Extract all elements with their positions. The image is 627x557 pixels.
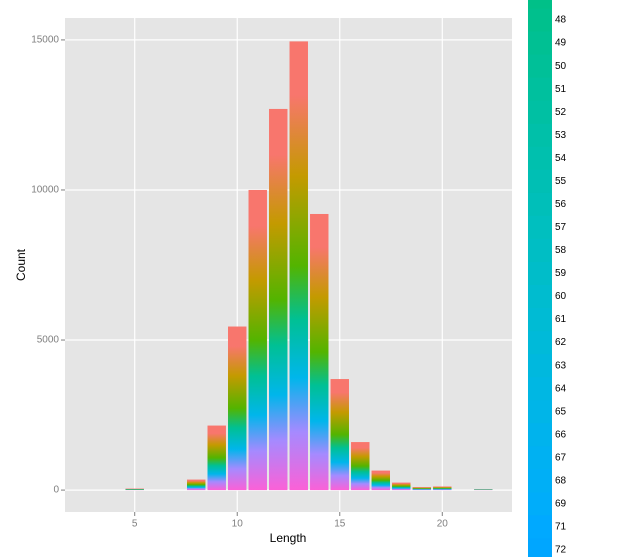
bar [125,488,144,491]
legend-label: 57 [555,222,567,233]
legend-key [528,0,552,10]
y-tick-label: 5000 [37,335,60,346]
legend-label: 54 [555,153,567,164]
legend-label: 63 [555,360,567,371]
legend-label: 65 [555,406,567,417]
x-tick-label: 10 [232,519,244,530]
legend-label: 52 [555,107,567,118]
legend-key [528,31,552,56]
bar [289,41,308,491]
x-axis-title: Length [270,531,307,545]
bar [371,470,390,491]
grid [65,18,512,512]
legend-key [528,354,552,378]
y-axis-title: Count [14,248,28,281]
legend-label: 61 [555,314,567,325]
legend-label: 49 [555,38,567,49]
legend-key [528,331,552,355]
plot-panel [65,18,512,512]
legend-label: 55 [555,176,567,187]
legend-key [528,377,552,401]
legend-key [528,400,552,424]
legend-label: 64 [555,383,567,394]
legend-key [528,77,552,102]
bar [351,442,370,491]
legend-key [528,123,552,148]
legend-label: 48 [555,15,567,26]
legend-label: 67 [555,452,567,463]
legend-key [528,492,552,516]
legend-key [528,192,552,217]
legend: 47 48 49 50 51 52 53 54 55 56 57 58 59 60 61 62 63 64 65 66… [528,0,567,557]
bar [330,379,349,491]
bar [310,213,329,491]
legend-key [528,308,552,332]
bar [269,108,288,491]
bar [207,425,226,491]
legend-key [528,261,552,286]
bar [474,489,493,491]
legend-label: 51 [555,84,567,95]
axes: 0 5000 10000 15000 5 10 15 20 [31,35,448,530]
legend-label: 47 [555,0,567,3]
legend-key [528,423,552,447]
legend-label: 59 [555,268,567,279]
x-tick-label: 15 [334,519,346,530]
legend-key [528,169,552,194]
bar [392,482,411,491]
legend-label: 72 [555,545,567,556]
bar [412,487,432,491]
bar [228,326,247,491]
y-tick-label: 15000 [31,35,59,46]
legend-key [528,515,552,539]
legend-key [528,469,552,493]
legend-label: 53 [555,130,567,141]
legend-key [528,215,552,240]
legend-key [528,100,552,125]
legend-key [528,238,552,263]
legend-key [528,146,552,171]
y-tick-label: 10000 [31,185,59,196]
x-tick-label: 5 [132,519,138,530]
legend-label: 68 [555,475,567,486]
legend-label: 50 [555,61,567,72]
bars [125,41,493,491]
bar [433,486,452,491]
legend-label: 69 [555,499,567,510]
bar [187,479,206,491]
legend-label: 62 [555,337,567,348]
legend-label: 56 [555,199,567,210]
x-tick-label: 20 [437,519,449,530]
legend-label: 58 [555,245,567,256]
legend-label: 60 [555,291,567,302]
legend-key [528,285,552,309]
legend-key [528,538,552,557]
legend-key [528,8,552,33]
legend-label: 71 [555,522,567,533]
bar [248,189,267,491]
legend-key [528,54,552,79]
y-tick-label: 0 [53,485,59,496]
legend-key [528,446,552,470]
legend-label: 66 [555,429,567,440]
